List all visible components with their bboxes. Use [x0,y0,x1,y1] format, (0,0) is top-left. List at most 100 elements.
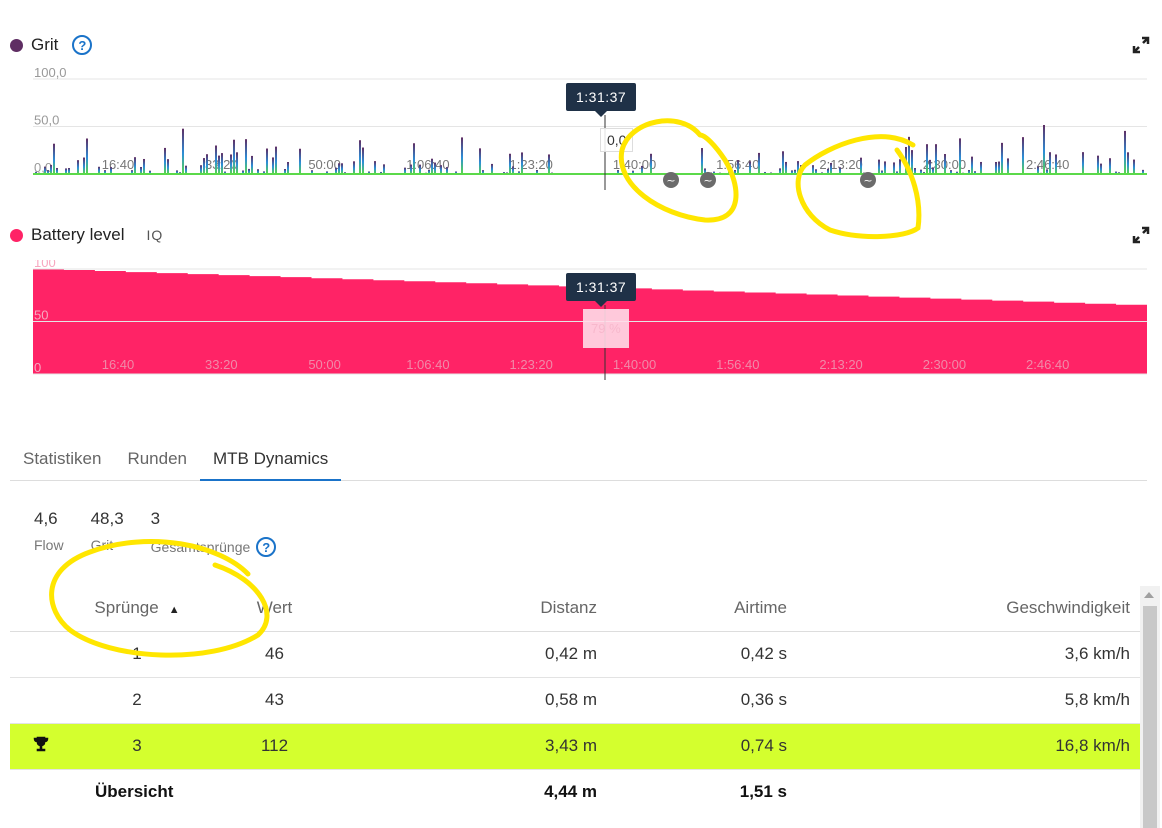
tab-runden[interactable]: Runden [127,449,187,468]
grit-bar [44,166,46,174]
y-tick-label: 100,0 [34,65,67,80]
grit-bar [275,146,277,174]
total-distanz: 4,44 m [544,782,597,802]
grit-bar [248,168,250,174]
grit-bar [929,159,931,174]
battery-legend-dot [10,228,23,242]
tab-statistiken[interactable]: Statistiken [23,449,102,468]
grit-bar [878,159,880,174]
x-tick-label: 2:30:00 [923,357,966,372]
grit-bar [956,171,958,174]
jumps-table: Sprünge ▲ Wert Distanz Airtime Geschwindi… [10,586,1140,815]
grit-bar [218,155,220,174]
grit-bar [899,159,901,174]
grit-bar [311,170,313,174]
x-tick-label: 1:23:20 [510,357,553,372]
grit-bar [980,161,982,174]
table-row-best[interactable]: 3 112 3,43 m 0,74 s 16,8 km/h [10,723,1140,770]
scrollbar[interactable] [1140,586,1160,828]
grit-chart-title: Grit [31,35,59,54]
grit-bar [368,171,370,174]
battery-chart-header: Battery level IQ [10,223,163,247]
cell-distanz: 0,58 m [347,677,597,724]
battery-chart-title: Battery level [31,225,125,244]
header-wert[interactable]: Wert [202,586,347,632]
total-speed [787,769,1140,815]
grit-bar [830,162,832,174]
jump-marker-glyph: ~ [666,174,675,187]
cell-airtime: 0,42 s [597,631,787,678]
expand-icon[interactable] [1132,226,1150,244]
table-row[interactable]: 1 46 0,42 m 0,42 s 3,6 km/h [10,631,1140,678]
tab-mtb-dynamics[interactable]: MTB Dynamics [200,440,342,481]
table-row[interactable]: 2 43 0,58 m 0,36 s 5,8 km/h [10,677,1140,724]
grit-bar [791,170,793,174]
grit-bar [245,139,247,174]
grit-bar [446,167,448,174]
cell-speed: 16,8 km/h [787,723,1140,770]
grit-bar [362,147,364,174]
grit-bar [800,165,802,174]
scroll-thumb[interactable] [1143,606,1157,828]
grit-bar [461,137,463,174]
total-wert [202,769,347,815]
battery-tooltip-value: 79 % [583,309,629,348]
grit-bar [893,162,895,174]
grit-bar [224,171,226,174]
help-icon[interactable]: ? [72,35,93,55]
grit-bar [782,151,784,174]
grit-bar [1043,124,1045,174]
grit-chart-svg: 100,050,00,016:4033:2050:001:06:401:23:2… [33,65,1147,190]
row-icon-cell [10,631,72,678]
header-jumps[interactable]: Sprünge ▲ [72,586,202,632]
grit-bar [140,166,142,174]
grit-bar [749,161,751,174]
summary-value: 4,6 [34,509,58,528]
grit-bar [1127,152,1129,174]
header-distanz[interactable]: Distanz [347,586,597,632]
grit-bar [479,148,481,174]
grit-bar [104,170,106,174]
grit-bar [338,163,340,174]
summary-label: Flow [34,537,64,553]
grit-bar [287,162,289,174]
grit-bar [440,165,442,174]
grit-bar [428,169,430,174]
grit-bar [728,163,730,174]
grit-bar [167,159,169,174]
grit-bar [374,161,376,174]
grit-bar [284,169,286,174]
grit-bar [380,171,382,174]
grit-bar [98,166,100,174]
grit-bar [1001,142,1003,174]
grit-bar [143,158,145,174]
grit-bar [1115,171,1117,174]
cell-wert: 112 [202,723,347,770]
grit-plot[interactable]: 100,050,00,016:4033:2050:001:06:401:23:2… [0,60,1162,190]
grit-bar [230,154,232,174]
grit-bar [536,170,538,174]
grit-bar [959,138,961,174]
grit-tooltip-value: 0,0 [600,128,634,152]
grit-bar [299,148,301,174]
jump-marker-glyph: ~ [703,174,712,187]
trophy-icon [33,736,49,751]
grit-bar [263,171,265,174]
table-header-row: Sprünge ▲ Wert Distanz Airtime Geschwindi… [10,586,1140,632]
grit-bar [1124,130,1126,174]
expand-icon[interactable] [1132,36,1150,54]
grit-bar [233,139,235,174]
header-airtime[interactable]: Airtime [597,586,787,632]
grit-bar [932,167,934,174]
grit-bar [1142,169,1144,174]
grit-bar [995,161,997,174]
mtb-summary: 4,6 Flow 48,3 Grit 3 Gesamtsprünge ? [34,509,303,557]
grit-bar [383,164,385,174]
grit-bar [203,158,205,174]
scroll-up-arrow[interactable] [1144,592,1154,598]
header-speed[interactable]: Geschwindigkeit [787,586,1140,632]
grit-bar [794,169,796,174]
grit-bar [326,171,328,174]
x-tick-label: 2:13:20 [819,157,862,172]
help-icon[interactable]: ? [256,537,277,557]
